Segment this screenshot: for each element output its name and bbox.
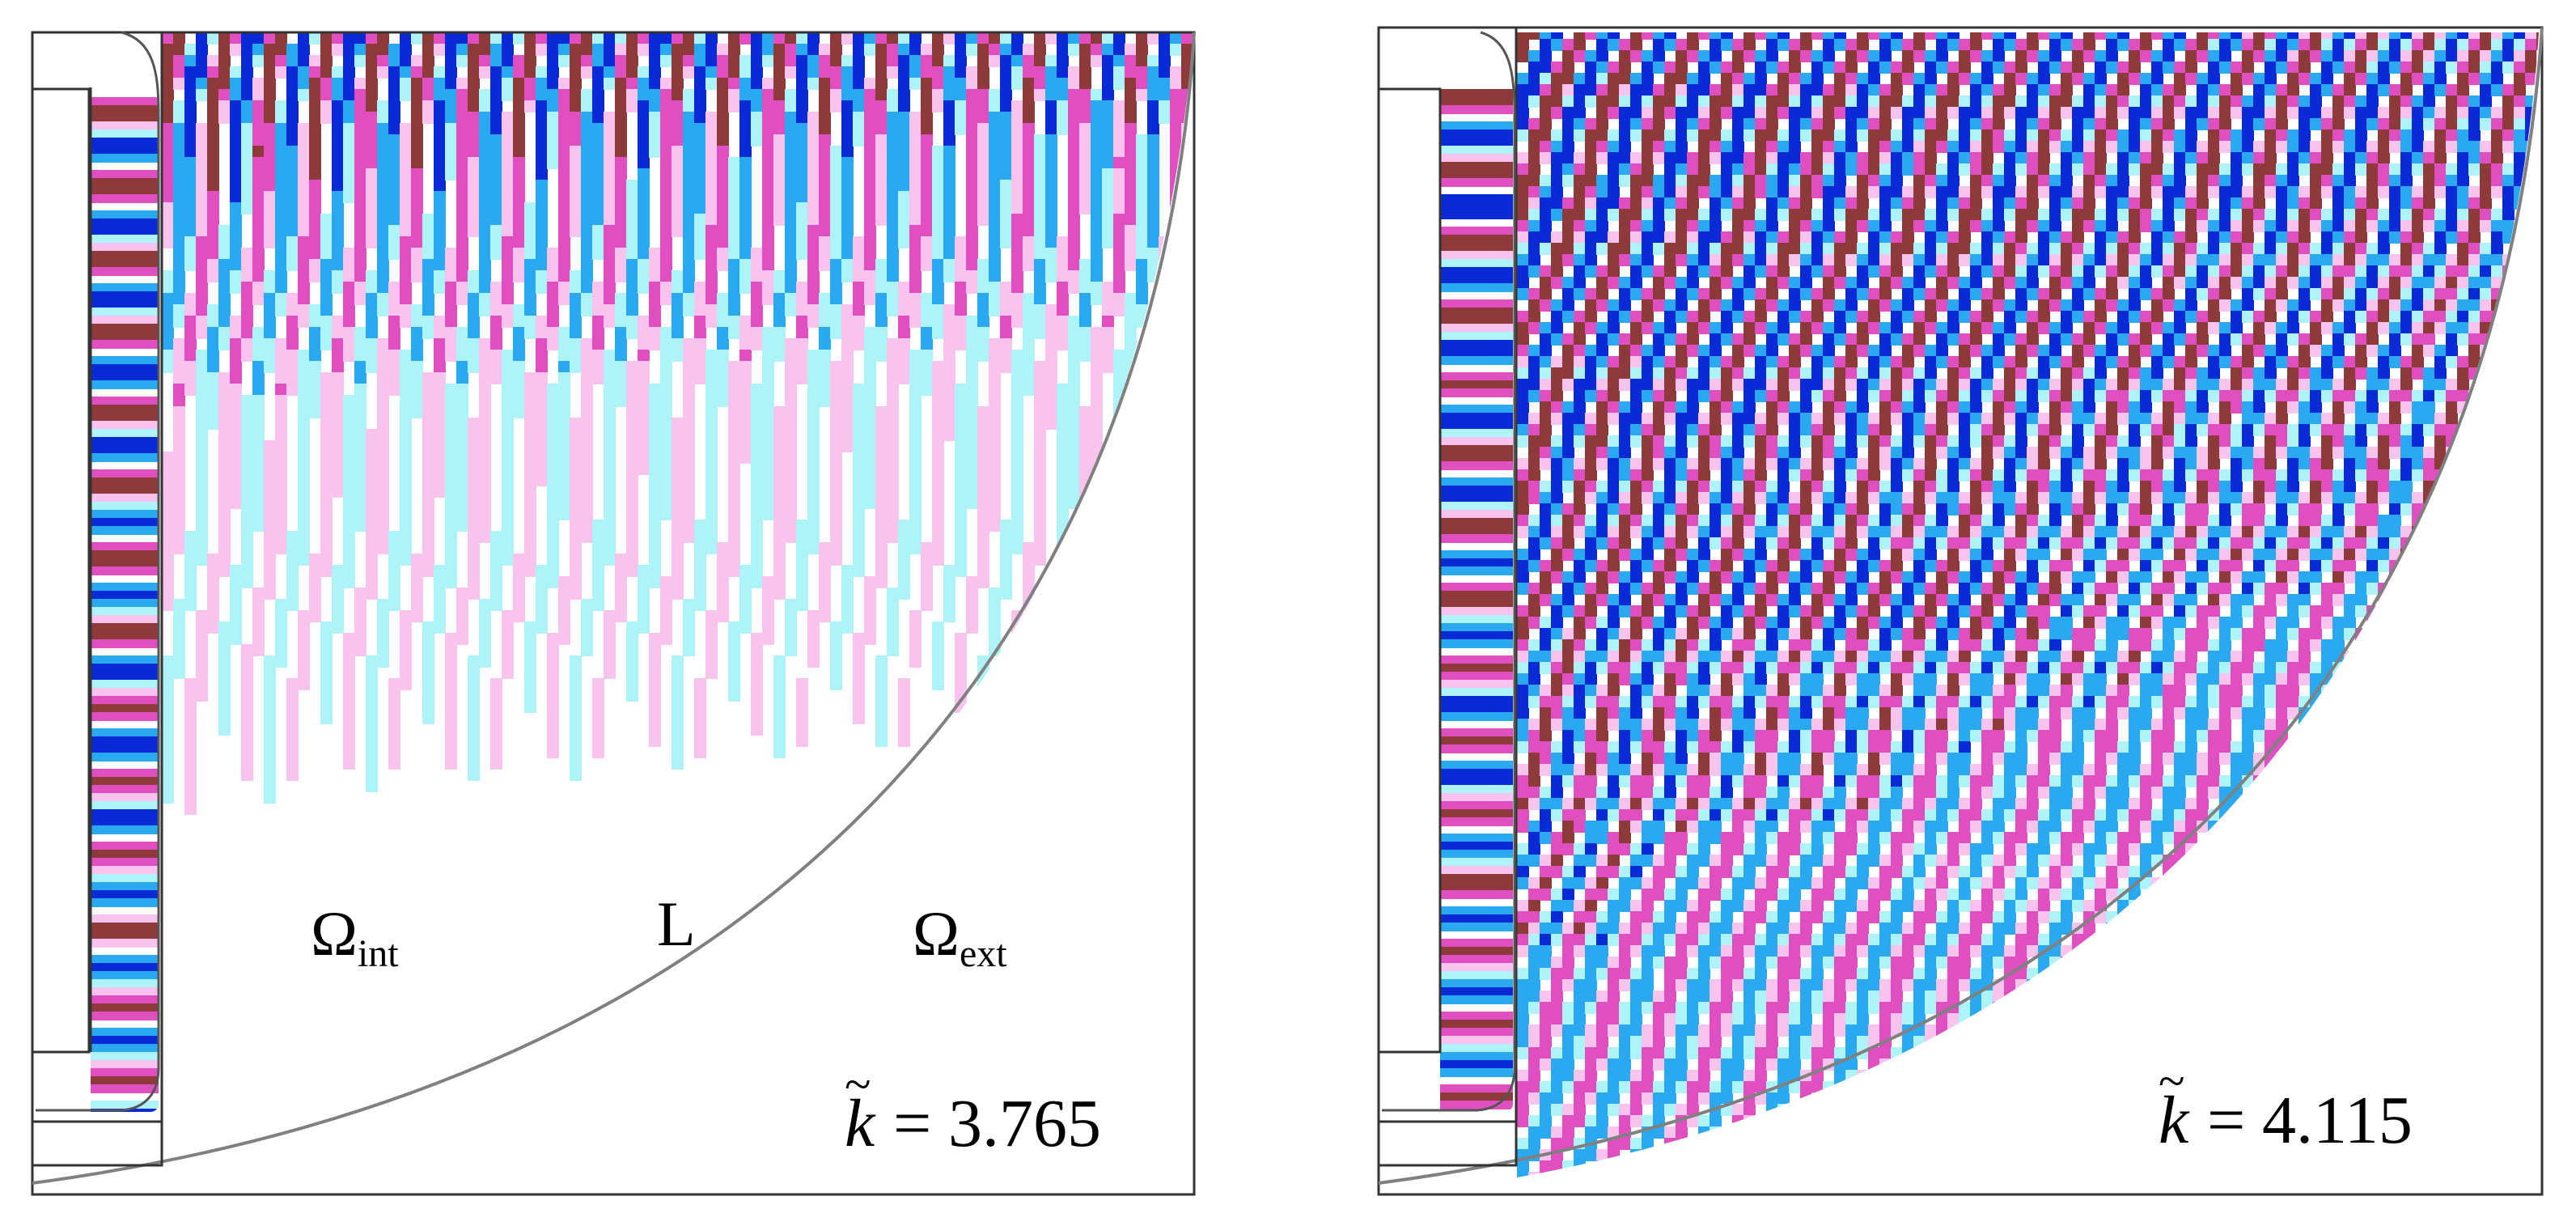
field-pattern-right <box>1517 32 2539 1177</box>
field-plot-right: k ~ = 4.115 <box>1377 26 2544 1196</box>
omega-int-label: Ωint <box>311 898 399 975</box>
conductor-contour-left <box>36 31 160 1112</box>
panel-right: k ~ = 4.115 <box>1359 0 2576 1226</box>
outer-boundary-arc-left <box>32 32 1196 1185</box>
k-symbol-right: k <box>2159 1083 2190 1158</box>
conductor-contour-right <box>1382 31 1516 1112</box>
waveguide-wall-left <box>32 31 163 1122</box>
bottom-strip-left <box>32 1120 163 1167</box>
field-pattern-left <box>162 32 1193 815</box>
waveguide-wall-right <box>1379 26 1518 1122</box>
strip-pattern-left <box>91 97 159 1112</box>
plot-frame-right <box>1377 26 2544 1196</box>
bottom-strip-right <box>1379 1120 1518 1167</box>
plot-frame-left <box>31 31 1196 1196</box>
k-symbol-left: k <box>845 1086 876 1161</box>
field-plot-left: Ωint L Ωext k ~ = 3.765 <box>31 31 1196 1196</box>
k-equals-left: = <box>893 1086 931 1161</box>
k-tilde-right: ~ <box>2159 1054 2184 1108</box>
panel-left: Ωint L Ωext k ~ = 3.765 <box>0 0 1286 1226</box>
omega-ext-label: Ωext <box>913 898 1007 975</box>
k-value-left: 3.765 <box>948 1086 1101 1161</box>
interface-label: L <box>657 889 696 959</box>
strip-pattern-right <box>1440 89 1513 1109</box>
outer-boundary-arc-right <box>1378 27 2544 1185</box>
k-tilde-left: ~ <box>845 1058 871 1111</box>
k-value-right: 4.115 <box>2262 1083 2413 1158</box>
k-equals-right: = <box>2207 1083 2245 1158</box>
